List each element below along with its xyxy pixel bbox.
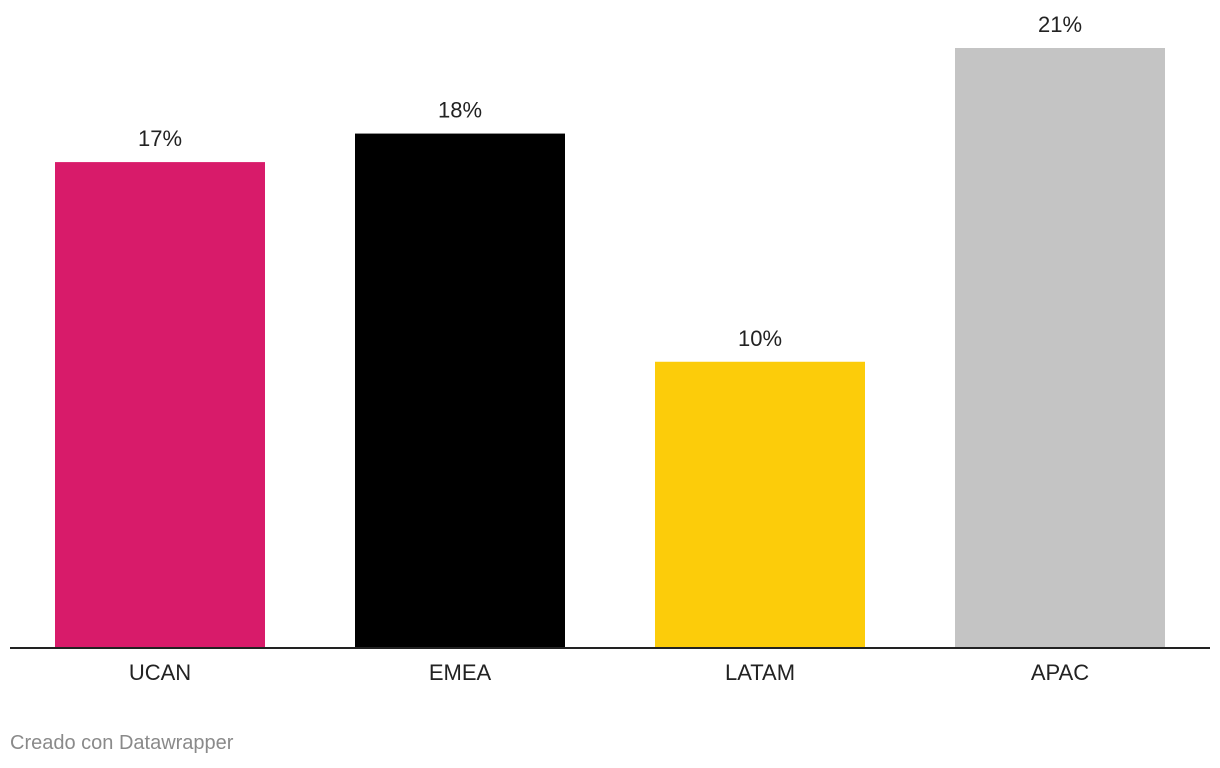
- bar-chart-svg: 17% 18% 10% 21% UCAN EMEA LATAM APAC: [10, 12, 1210, 685]
- bar-latam: [655, 361, 865, 647]
- value-label-ucan: 17%: [138, 126, 182, 151]
- value-label-apac: 21%: [1038, 12, 1082, 37]
- value-label-latam: 10%: [738, 326, 782, 351]
- bar-apac: [955, 48, 1165, 647]
- value-labels-group: 17% 18% 10% 21%: [138, 12, 1082, 351]
- bars-group: [55, 48, 1165, 648]
- bar-chart: 17% 18% 10% 21% UCAN EMEA LATAM APAC: [10, 12, 1210, 685]
- bar-ucan: [55, 162, 265, 647]
- bar-emea: [355, 133, 565, 648]
- category-label-ucan: UCAN: [129, 660, 191, 685]
- category-label-emea: EMEA: [429, 660, 492, 685]
- value-label-emea: 18%: [438, 98, 482, 123]
- category-label-apac: APAC: [1031, 660, 1089, 685]
- category-label-latam: LATAM: [725, 660, 795, 685]
- footer-credit: Creado con Datawrapper: [10, 732, 234, 754]
- category-labels-group: UCAN EMEA LATAM APAC: [129, 660, 1089, 685]
